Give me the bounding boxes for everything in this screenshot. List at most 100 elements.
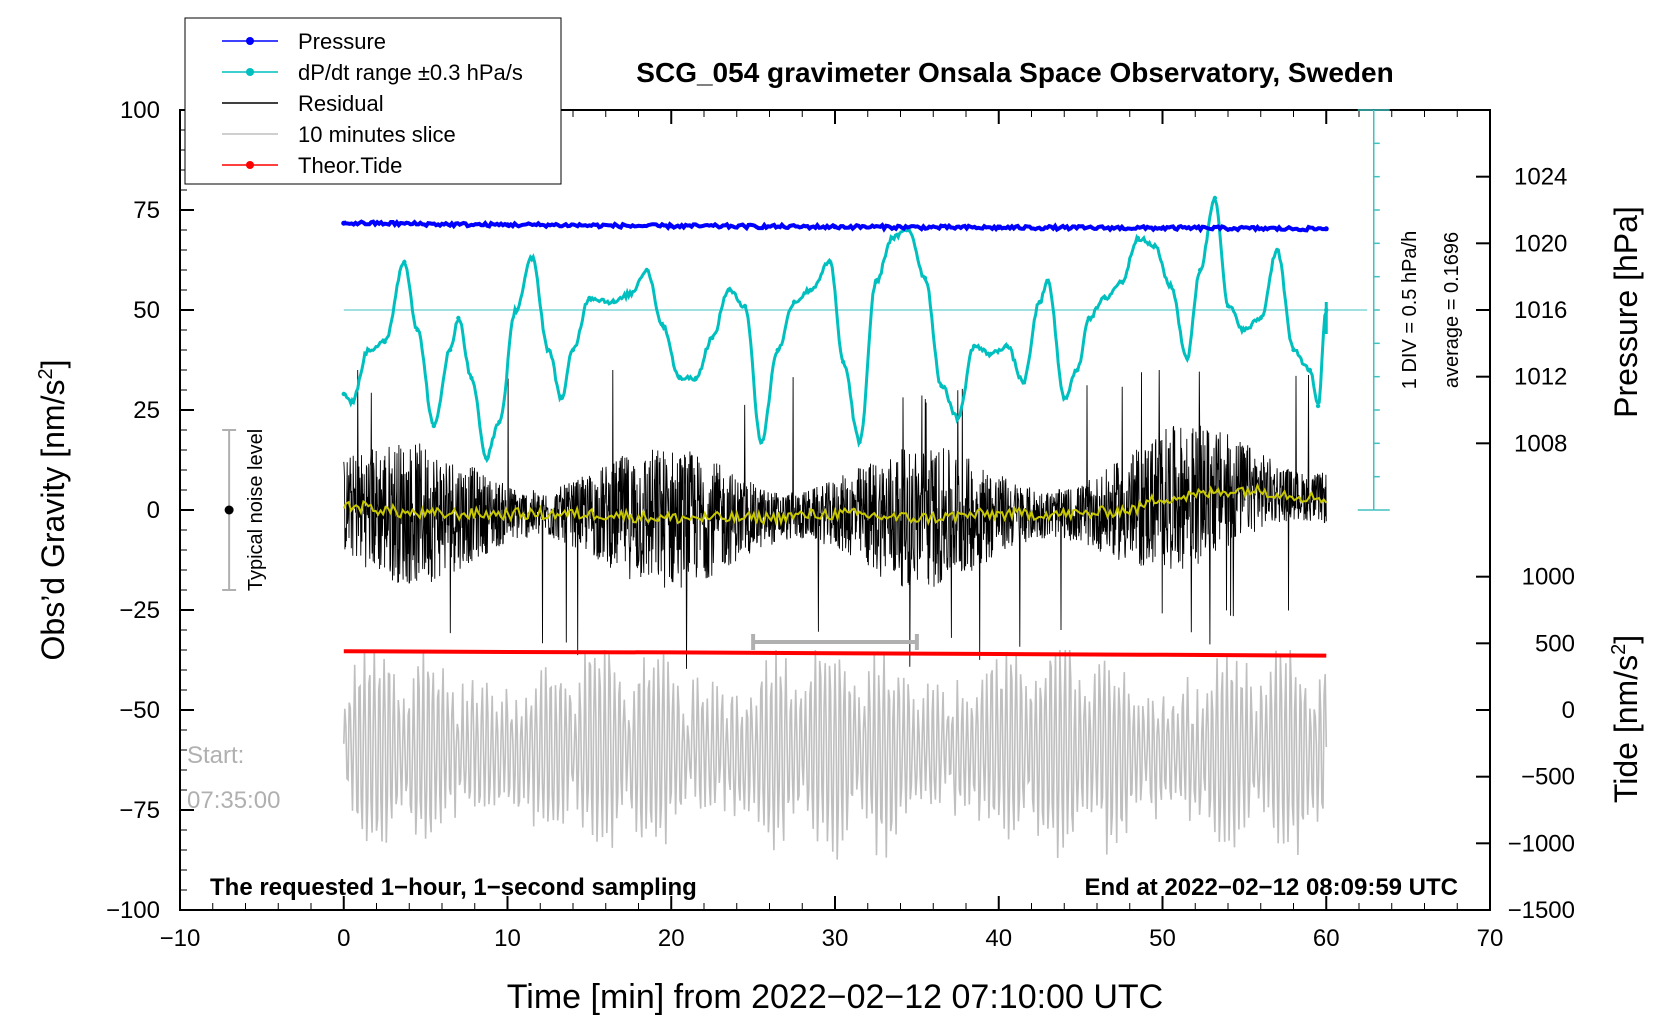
dpdt-point — [1021, 379, 1026, 385]
dpdt-point — [559, 395, 564, 401]
start-time-label: 07:35:00 — [187, 787, 280, 814]
y-tick-label: 50 — [133, 297, 160, 324]
tide-tick-label: 0 — [1562, 697, 1575, 724]
tide-series — [343, 649, 1327, 658]
y-tick-label: 100 — [120, 97, 160, 124]
legend-swatch-dot — [246, 68, 254, 76]
dpdt-point — [1197, 267, 1203, 273]
dpdt-point — [988, 351, 993, 357]
tide-tick-label: 1000 — [1522, 564, 1575, 591]
pressure-tick-labels: 1008 1012 1016 1020 1024 — [1514, 164, 1567, 458]
dpdt-point — [827, 259, 833, 265]
tide-tick-label: −500 — [1521, 764, 1575, 791]
dpdt-point — [840, 359, 846, 365]
tide-axis-label-sup: 2 — [1608, 644, 1630, 655]
y-tick-label: −100 — [106, 897, 160, 924]
residual-smoothed-line — [342, 482, 1328, 527]
tide-axis-label: Tide [nm/s2] — [1608, 635, 1644, 803]
noise-level-bar — [222, 429, 237, 591]
dpdt-point — [759, 439, 764, 445]
dpdt-point — [456, 315, 461, 321]
y-tick-label: 75 — [133, 197, 160, 224]
y-tick-label: −75 — [119, 797, 160, 824]
pressure-tick-label: 1020 — [1514, 230, 1567, 257]
pressure-point — [341, 220, 347, 226]
dpdt-point — [611, 299, 617, 305]
dpdt-point — [857, 439, 862, 445]
tide-tick-label: −1000 — [1508, 830, 1575, 857]
tide-tick-label: −1500 — [1508, 897, 1575, 924]
dpdt-point — [1045, 279, 1051, 285]
tide-axis-label-text: Tide [nm/s — [1608, 655, 1644, 803]
dpdt-point — [922, 275, 928, 281]
pressure-axis-label: Pressure [hPa] — [1608, 206, 1644, 418]
y-tick-label: −50 — [119, 697, 160, 724]
start-label: Start: — [187, 742, 244, 769]
dpdt-point — [1242, 327, 1247, 333]
legend-swatch-dot — [246, 37, 254, 45]
dpdt-point — [808, 287, 813, 293]
y-axis-label-close: ] — [35, 360, 71, 369]
dpdt-point — [431, 423, 437, 429]
dpdt-point — [628, 291, 633, 297]
dpdt-point — [341, 391, 346, 397]
dpdt-point — [1225, 303, 1231, 309]
dpdt-point — [1004, 343, 1010, 349]
legend-swatch-dot — [246, 161, 254, 169]
dpdt-average-label: average = 0.1696 — [1441, 232, 1463, 388]
y-tick-label: −25 — [119, 597, 160, 624]
dpdt-point — [587, 295, 592, 301]
dpdt-point — [349, 399, 355, 405]
x-axis-label: Time [min] from 2022−02−12 07:10:00 UTC — [507, 978, 1163, 1016]
legend-box — [184, 17, 562, 185]
dpdt-point — [1062, 395, 1067, 401]
dpdt-point — [1307, 367, 1313, 373]
pressure-point — [996, 225, 1002, 231]
legend: Pressure dP/dt range ±0.3 hPa/s Residual 10… — [184, 17, 562, 185]
legend-entry-label: 10 minutes slice — [298, 122, 456, 147]
y-tick-labels: −100 −75 −50 −25 0 25 50 75 100 — [106, 97, 160, 924]
tide-axis-label-close: ] — [1608, 635, 1644, 644]
dpdt-point — [1168, 283, 1173, 289]
dpdt-point — [742, 303, 748, 309]
dpdt-point — [660, 323, 666, 329]
pressure-point — [1160, 225, 1165, 231]
dpdt-point — [402, 259, 407, 265]
dpdt-scale-bar — [1357, 109, 1390, 511]
chart-title: SCG_054 gravimeter Onsala Space Observat… — [636, 57, 1393, 88]
x-tick-label: 70 — [1477, 925, 1504, 952]
dpdt-point — [1086, 315, 1092, 321]
dpdt-point — [1102, 295, 1108, 301]
legend-entry-label: Theor.Tide — [298, 153, 402, 178]
pressure-point — [505, 222, 510, 228]
dpdt-point — [791, 299, 797, 305]
legend-entries: Pressure dP/dt range ±0.3 hPa/s Residual 10… — [222, 29, 523, 178]
x-tick-label: 60 — [1313, 925, 1340, 952]
dpdt-point — [1135, 235, 1141, 241]
y-tick-label: 25 — [133, 397, 160, 424]
dpdt-point — [1291, 347, 1296, 353]
x-tick-label: 20 — [658, 925, 685, 952]
x-tick-label: 40 — [985, 925, 1012, 952]
y-axis-label: Obs’d Gravity [nm/s2] — [35, 360, 71, 661]
end-time-note: End at 2022−02−12 08:09:59 UTC — [1084, 874, 1458, 901]
dpdt-point — [890, 235, 895, 241]
slice-series — [343, 649, 1328, 860]
dpdt-point — [709, 335, 715, 341]
dpdt-point — [415, 327, 420, 333]
dpdt-point — [513, 307, 518, 313]
x-tick-label: −10 — [160, 925, 201, 952]
pressure-series — [341, 219, 1329, 234]
dpdt-point — [693, 375, 699, 381]
pressure-point — [668, 223, 674, 229]
dpdt-point — [677, 375, 682, 381]
dpdt-point — [529, 255, 535, 261]
x-tick-label: 0 — [337, 925, 350, 952]
dpdt-point — [726, 287, 731, 293]
dpdt-point — [1315, 403, 1321, 409]
slice-bracket — [751, 634, 919, 650]
dpdt-point — [1037, 299, 1042, 305]
dpdt-point — [382, 339, 387, 345]
x-tick-label: 50 — [1149, 925, 1176, 952]
